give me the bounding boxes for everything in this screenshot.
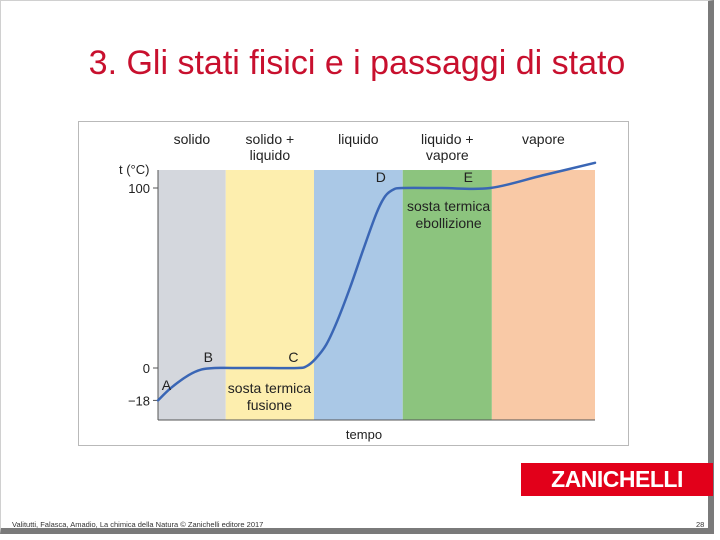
point-label-E: E bbox=[464, 169, 473, 185]
region-label-liquid-vapor: liquido + bbox=[421, 131, 474, 147]
region-band-liquid bbox=[314, 170, 403, 420]
point-label-A: A bbox=[162, 377, 172, 393]
region-label-solid-liquid: solido + bbox=[246, 131, 295, 147]
heating-curve-line bbox=[156, 161, 597, 402]
axes: t (°C) tempo bbox=[119, 162, 595, 442]
region-band-solid-liquid bbox=[225, 170, 315, 420]
annotation-boiling-plateau: sosta termica bbox=[407, 198, 490, 214]
point-labels: A B C D E bbox=[162, 169, 473, 393]
y-ticks: 100 0 −18 bbox=[128, 181, 158, 408]
slide-title: 3. Gli stati fisici e i passaggi di stat… bbox=[88, 44, 626, 82]
annotation-fusion-plateau: sosta termica bbox=[228, 380, 311, 396]
region-label-vapor: vapore bbox=[522, 131, 565, 147]
footer-credit: Valitutti, Falasca, Amadio, La chimica d… bbox=[12, 520, 264, 529]
region-label-liquid-vapor: vapore bbox=[426, 147, 469, 163]
y-tick-label: 100 bbox=[128, 181, 150, 196]
region-label-liquid: liquido bbox=[338, 131, 379, 147]
region-label-solid: solido bbox=[174, 131, 211, 147]
point-label-C: C bbox=[288, 349, 298, 365]
point-label-B: B bbox=[204, 349, 213, 365]
y-tick-label: 0 bbox=[143, 361, 150, 376]
region-band-vapor bbox=[491, 170, 595, 420]
y-tick-label: −18 bbox=[128, 393, 150, 408]
region-band-liquid-vapor bbox=[402, 170, 492, 420]
x-axis-label: tempo bbox=[346, 427, 382, 442]
publisher-logo: ZANICHELLI bbox=[521, 463, 713, 496]
annotation-fusion-plateau: fusione bbox=[247, 397, 292, 413]
point-label-D: D bbox=[376, 169, 386, 185]
phase-change-chart: solido solido + liquido liquido liquido + vap… bbox=[78, 121, 629, 446]
region-label-solid-liquid: liquido bbox=[250, 147, 291, 163]
y-axis-label: t (°C) bbox=[119, 162, 149, 177]
annotation-boiling-plateau: ebollizione bbox=[416, 215, 482, 231]
page-number: 28 bbox=[696, 520, 705, 529]
heating-curve bbox=[156, 161, 597, 402]
region-band-solid bbox=[158, 170, 226, 420]
